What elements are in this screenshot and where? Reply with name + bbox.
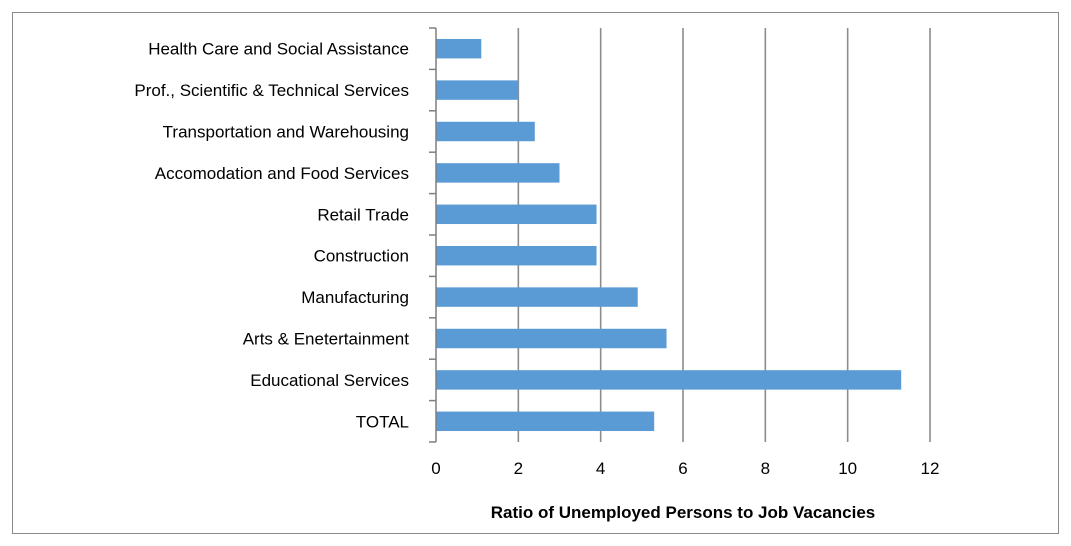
- category-label: Health Care and Social Assistance: [148, 40, 409, 59]
- bar-construction: [436, 245, 597, 266]
- bar-transportation-and-warehousing: [436, 121, 535, 142]
- bars: [436, 38, 902, 432]
- x-tick-label-0: 0: [431, 459, 440, 478]
- bar-health-care-and-social-assistance: [436, 38, 482, 59]
- x-tick-label-4: 4: [596, 459, 605, 478]
- bar-manufacturing: [436, 287, 638, 307]
- category-label: Arts & Enetertainment: [243, 330, 410, 349]
- category-label: Retail Trade: [317, 205, 409, 224]
- x-axis-title: Ratio of Unemployed Persons to Job Vacan…: [491, 503, 876, 522]
- category-label: Prof., Scientific & Technical Services: [134, 81, 409, 100]
- x-tick-label-10: 10: [838, 459, 857, 478]
- category-label: Transportation and Warehousing: [163, 123, 409, 142]
- x-tick-label-12: 12: [921, 459, 940, 478]
- category-label: Manufacturing: [301, 288, 409, 307]
- category-label: Accomodation and Food Services: [155, 164, 409, 183]
- category-label: Construction: [314, 247, 409, 266]
- category-label: TOTAL: [356, 412, 409, 431]
- chart-frame: [12, 12, 1059, 534]
- x-tick-label-2: 2: [514, 459, 523, 478]
- bar-accomodation-and-food-services: [436, 163, 560, 183]
- category-labels: Health Care and Social Assistance Prof., …: [134, 40, 409, 432]
- bar-total: [436, 411, 655, 432]
- x-tick-label-8: 8: [761, 459, 770, 478]
- category-label: Educational Services: [250, 371, 409, 390]
- bar-educational-services: [436, 370, 902, 390]
- x-tick-label-6: 6: [678, 459, 687, 478]
- x-tick-labels: 0 2 4 6 8 10 12: [431, 459, 939, 478]
- bar-arts-enetertainment: [436, 328, 667, 349]
- bar-retail-trade: [436, 204, 597, 225]
- bar-prof-scientific-technical-services: [436, 80, 519, 100]
- category-axis: [429, 27, 437, 443]
